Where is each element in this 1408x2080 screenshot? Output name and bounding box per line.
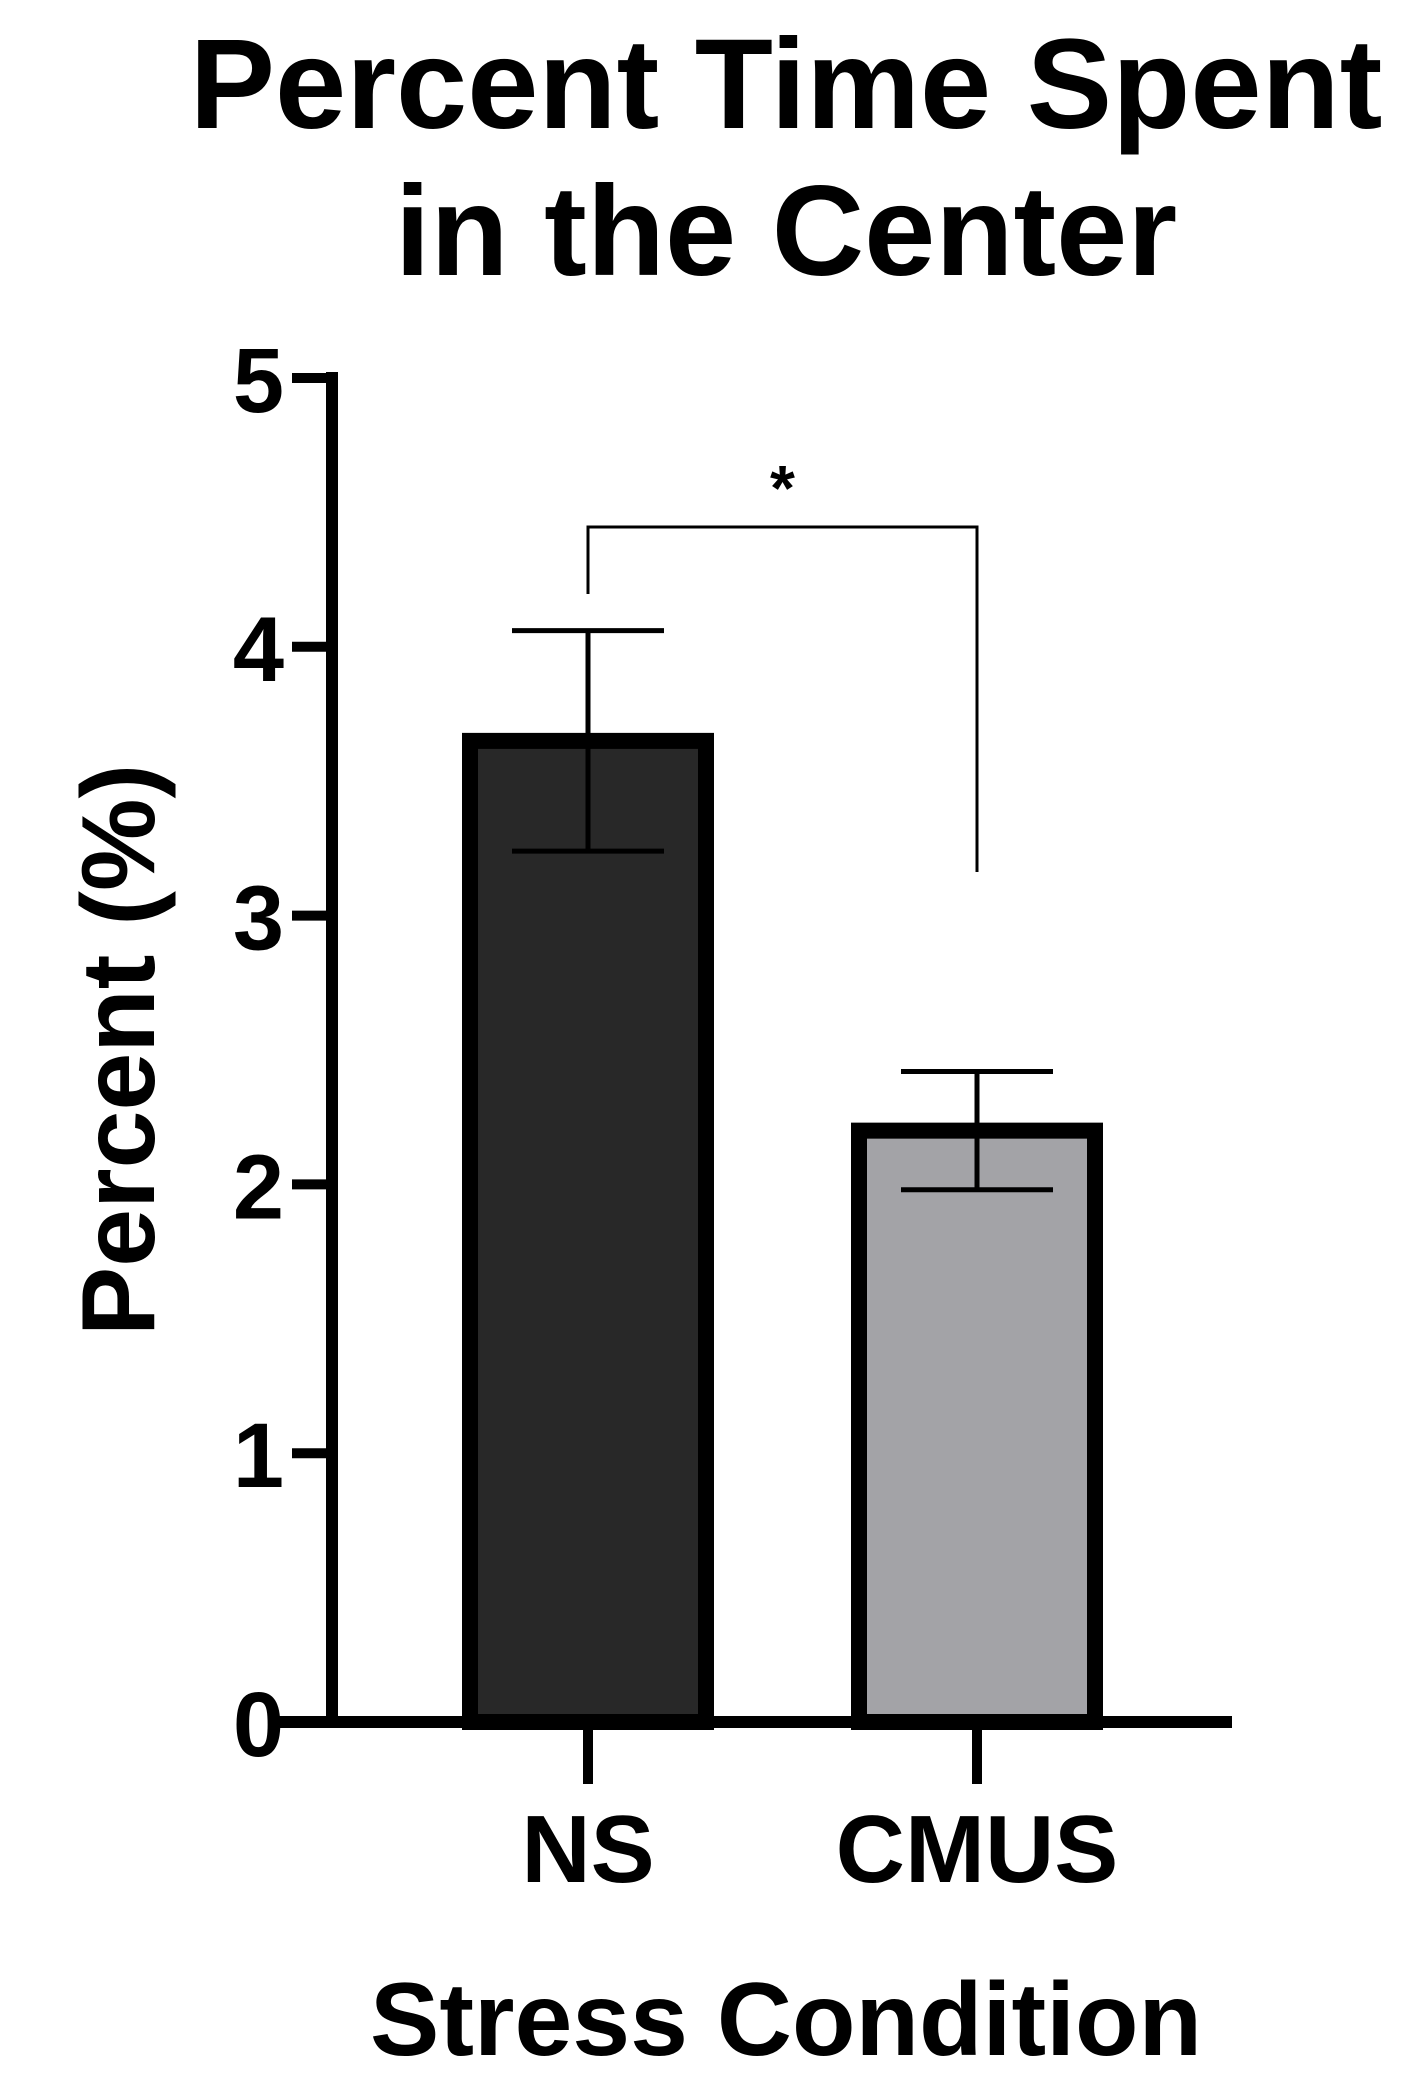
- y-axis-label: Percent (%): [61, 764, 177, 1336]
- significance-layer: *: [586, 452, 979, 872]
- y-tick-label-5: 5: [233, 330, 284, 432]
- significance-bracket: *: [586, 452, 979, 872]
- bars-layer: [462, 732, 1103, 1730]
- labels-layer: NS CMUS Stress Condition Percent (%): [61, 764, 1202, 2078]
- bar-cmus: [851, 1122, 1103, 1730]
- significance-label: *: [770, 452, 795, 524]
- y-tick-label-2: 2: [233, 1136, 284, 1238]
- axes-layer: 0 1 2 3 4 5: [233, 330, 1232, 1784]
- title-line-2: in the Center: [395, 160, 1177, 303]
- error-bars-layer: [512, 628, 1053, 1193]
- x-axis-label: Stress Condition: [370, 1962, 1202, 2078]
- x-tick-label-cmus: CMUS: [836, 1796, 1119, 1903]
- title-line-1: Percent Time Spent: [190, 13, 1383, 156]
- y-tick-label-1: 1: [233, 1405, 284, 1507]
- y-tick-label-0: 0: [233, 1674, 284, 1776]
- y-tick-label-4: 4: [233, 599, 284, 701]
- significance-bracket-line: [586, 525, 979, 872]
- y-tick-label-3: 3: [233, 868, 284, 970]
- error-bar-ns: [512, 628, 664, 854]
- error-bar-cmus: [901, 1069, 1053, 1193]
- bar-ns: [462, 732, 714, 1730]
- x-tick-label-ns: NS: [521, 1796, 654, 1903]
